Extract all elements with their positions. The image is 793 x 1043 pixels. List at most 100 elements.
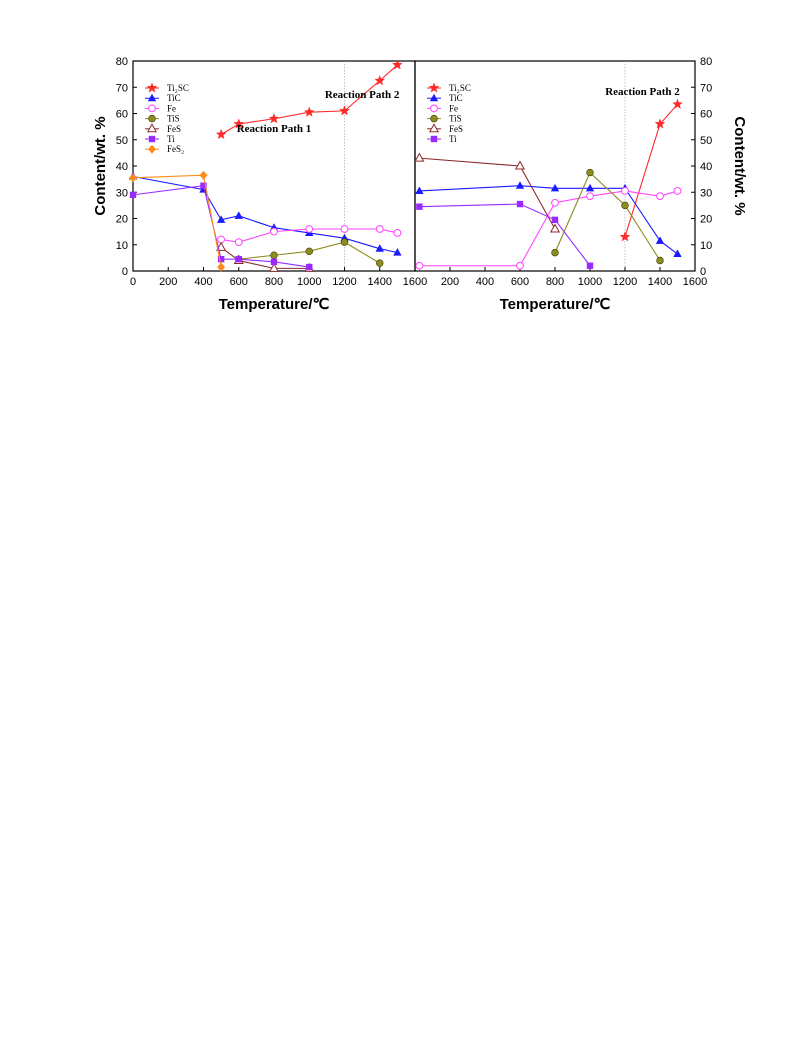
y-tick-label: 30 <box>700 187 712 199</box>
data-point <box>656 192 664 201</box>
data-point <box>270 258 278 266</box>
x-tick-label: 1400 <box>368 276 392 288</box>
data-point <box>270 251 278 259</box>
x-tick-label: 400 <box>476 276 494 288</box>
legend-marker <box>148 135 156 143</box>
data-point <box>656 256 664 265</box>
data-point <box>234 238 243 247</box>
data-point <box>340 238 349 246</box>
data-point <box>551 216 559 224</box>
data-point <box>268 113 280 124</box>
data-point <box>374 74 386 86</box>
data-point <box>621 201 629 210</box>
x-tick-label: 200 <box>159 276 177 288</box>
y-tick-label: 10 <box>700 240 712 252</box>
data-point <box>393 248 402 256</box>
series-fes <box>216 241 315 272</box>
legend-marker <box>146 123 158 133</box>
legend-marker <box>148 144 156 154</box>
data-point <box>549 223 561 233</box>
y-tick-label: 10 <box>116 240 128 252</box>
data-point <box>375 225 384 233</box>
data-point <box>655 236 665 244</box>
x-tick-label: 200 <box>441 276 459 288</box>
data-point <box>391 59 403 70</box>
series-line <box>419 203 591 267</box>
series-ti2sc <box>619 98 683 242</box>
legend-label: FeS <box>449 124 463 134</box>
data-point <box>339 105 350 116</box>
data-point <box>416 203 423 210</box>
data-point <box>415 186 424 194</box>
series-ti <box>129 182 313 271</box>
data-point <box>199 170 208 180</box>
series-tic <box>415 181 682 257</box>
legend-marker <box>430 135 438 143</box>
x-tick-label: 400 <box>194 276 212 288</box>
x-tick-label: 0 <box>130 276 136 288</box>
data-point <box>217 255 225 263</box>
data-point <box>129 173 137 183</box>
annotation-label: Reaction Path 2 <box>325 89 400 101</box>
x-axis-title: Temperature/℃ <box>219 296 330 313</box>
data-point <box>305 225 314 233</box>
series-tis <box>551 168 664 265</box>
data-point <box>306 263 313 271</box>
y-tick-label: 50 <box>700 135 712 147</box>
legend-item: FeS <box>427 123 463 134</box>
legend-marker <box>430 114 438 123</box>
legend-item: Ti <box>145 134 175 144</box>
data-point <box>551 248 559 257</box>
series-fes2 <box>129 170 226 272</box>
data-point <box>672 98 683 109</box>
data-point <box>515 181 525 189</box>
data-point <box>340 225 349 233</box>
legend-label: Fe <box>167 103 176 113</box>
x-tick-label: 600 <box>230 276 248 288</box>
data-point <box>233 118 245 129</box>
y-tick-label: 20 <box>700 214 712 226</box>
x-tick-label: 800 <box>265 276 283 288</box>
data-point <box>551 198 559 207</box>
x-tick-label: 1400 <box>648 276 672 288</box>
y-tick-label: 60 <box>116 109 128 121</box>
data-point <box>585 183 595 192</box>
data-point <box>621 187 629 195</box>
data-point <box>619 231 631 242</box>
legend-label: TiS <box>449 114 462 124</box>
legend-item: FeS₂ <box>145 144 184 154</box>
legend-label: Fe <box>449 103 458 113</box>
series-line <box>132 175 398 254</box>
legend-item: Ti <box>427 134 457 144</box>
legend-item: TiC <box>145 93 181 103</box>
x-tick-label: 800 <box>546 276 564 288</box>
y-tick-label: 50 <box>116 135 128 147</box>
series-fes <box>414 152 561 233</box>
legend-marker <box>146 82 158 93</box>
legend-item: TiS <box>427 114 462 124</box>
data-point <box>415 261 424 270</box>
left-chart-panel: 0 200 400 600 800 1000 1200 1400 1600 0 10 20 30 40 50… <box>92 56 427 313</box>
legend-item: Fe <box>145 103 176 113</box>
legend-item: Fe <box>427 103 458 113</box>
data-point <box>393 229 402 237</box>
series-line <box>419 185 678 255</box>
y-tick-label: 60 <box>700 109 712 121</box>
y-tick-label: 30 <box>116 187 128 199</box>
data-point <box>217 262 226 272</box>
data-point <box>376 259 384 267</box>
y-tick-label: 70 <box>116 82 128 94</box>
data-point <box>235 255 242 263</box>
y-tick-label: 0 <box>122 266 128 278</box>
legend-marker <box>148 114 156 123</box>
annotation-label: Reaction Path 2 <box>605 86 680 98</box>
data-point <box>654 118 666 129</box>
series-line <box>220 246 310 269</box>
data-point <box>129 191 137 199</box>
data-point <box>375 244 384 252</box>
series-line <box>554 171 661 261</box>
